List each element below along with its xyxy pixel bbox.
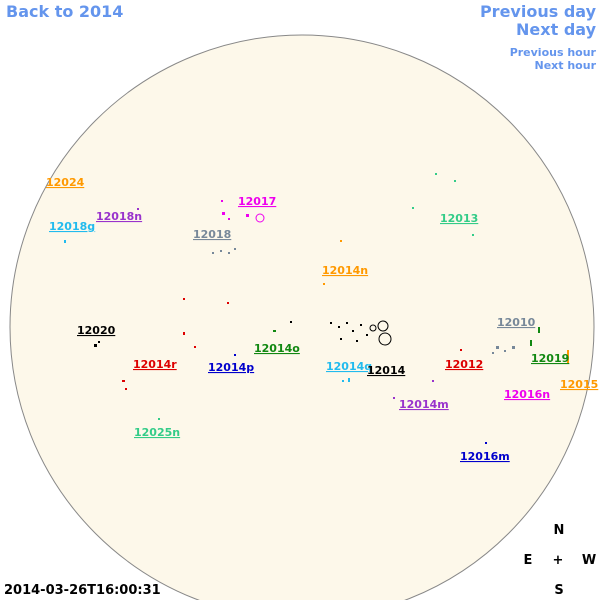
compass-center: + <box>553 553 564 568</box>
region-link[interactable]: 12012 <box>445 358 483 371</box>
region-link[interactable]: 12014m <box>399 398 449 411</box>
region-link[interactable]: 12016n <box>504 388 550 401</box>
previous-day-link[interactable]: Previous day <box>480 2 597 21</box>
back-link[interactable]: Back to 2014 <box>6 2 123 21</box>
compass-north: N <box>554 523 565 538</box>
region-link[interactable]: 12010 <box>497 316 536 329</box>
timestamp: 2014-03-26T16:00:31 <box>4 583 161 598</box>
region-link[interactable]: 12019 <box>531 352 569 365</box>
region-link[interactable]: 12014n <box>322 264 368 277</box>
sunspots <box>64 173 569 444</box>
region-link[interactable]: 12025n <box>134 426 180 439</box>
region-link[interactable]: 12014q <box>326 360 372 373</box>
region-link[interactable]: 12014r <box>133 358 177 371</box>
region-link[interactable]: 12014p <box>208 361 254 374</box>
region-link[interactable]: 12024 <box>46 176 85 189</box>
next-hour-link[interactable]: Next hour <box>535 59 597 72</box>
region-link[interactable]: 12014o <box>254 342 300 355</box>
region-link[interactable]: 12014 <box>367 364 406 377</box>
region-link[interactable]: 12020 <box>77 324 116 337</box>
region-link[interactable]: 12018n <box>96 210 142 223</box>
next-day-link[interactable]: Next day <box>516 20 597 39</box>
region-link[interactable]: 12015 <box>560 378 598 391</box>
region-link[interactable]: 12018g <box>49 220 95 233</box>
solar-disk <box>9 34 595 600</box>
region-link[interactable]: 12013 <box>440 212 478 225</box>
compass-south: S <box>554 583 563 598</box>
region-link[interactable]: 12018 <box>193 228 231 241</box>
previous-hour-link[interactable]: Previous hour <box>510 46 597 59</box>
compass-east: E <box>524 553 533 568</box>
region-link[interactable]: 12017 <box>238 195 276 208</box>
compass-west: W <box>582 553 596 568</box>
region-link[interactable]: 12016m <box>460 450 510 463</box>
